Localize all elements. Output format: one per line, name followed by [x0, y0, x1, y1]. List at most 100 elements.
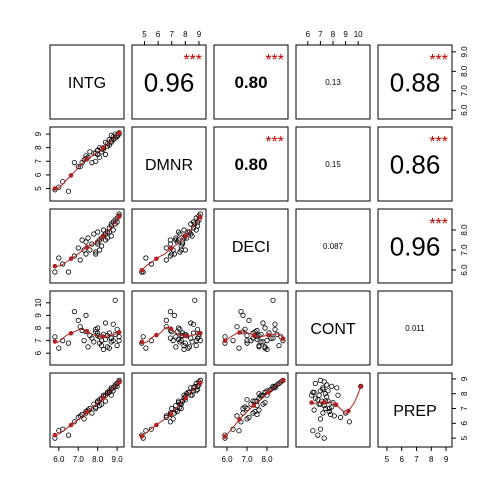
smoother-point — [237, 417, 242, 422]
data-point — [163, 324, 169, 330]
data-point — [315, 432, 321, 438]
panel-deci-prep: 0.96*** — [377, 208, 453, 284]
smoother-point — [168, 246, 174, 251]
y-tick-label: 7.0 — [460, 244, 469, 256]
panel-intg-intg: INTG — [49, 44, 125, 120]
data-point — [175, 336, 182, 342]
data-point — [188, 320, 194, 326]
y-tick-label: 7 — [34, 159, 43, 164]
data-point — [190, 321, 197, 327]
correlation-value: 0.96 — [390, 231, 441, 261]
data-point — [334, 385, 340, 391]
y-tick-label: 6.0 — [460, 264, 469, 276]
panel-deci-dmnr — [131, 208, 207, 284]
variable-label: INTG — [68, 75, 106, 92]
data-point — [256, 332, 262, 339]
data-point — [268, 335, 274, 341]
data-point — [329, 404, 335, 410]
data-point — [112, 297, 118, 303]
data-point — [163, 257, 169, 263]
panel-frame — [377, 44, 453, 120]
smoother-point — [198, 214, 203, 220]
data-point — [188, 221, 194, 227]
correlation-value: 0.011 — [405, 324, 425, 333]
data-point — [77, 164, 83, 170]
x-tick-label: 10 — [354, 30, 363, 39]
data-point — [108, 233, 114, 239]
data-point — [81, 247, 87, 253]
data-point — [75, 245, 81, 251]
data-point — [167, 419, 173, 425]
data-point — [270, 385, 276, 391]
panel-frame — [213, 44, 289, 120]
y-tick-label: 7 — [34, 338, 43, 343]
data-point — [244, 397, 250, 403]
data-point — [310, 428, 316, 434]
data-point — [270, 297, 276, 303]
data-point — [337, 414, 344, 420]
data-point — [95, 229, 101, 235]
data-point — [312, 380, 318, 386]
data-point — [317, 426, 323, 432]
panel-frame — [49, 290, 125, 366]
data-point — [248, 337, 254, 344]
data-point — [177, 249, 183, 255]
data-point — [52, 269, 58, 275]
data-point — [65, 340, 72, 346]
panel-intg-prep: 0.88*** — [377, 44, 453, 120]
data-point — [99, 401, 105, 407]
data-point — [193, 342, 199, 349]
smoother-point — [84, 244, 90, 250]
data-point — [110, 321, 116, 327]
smoother-point — [183, 395, 188, 401]
data-point — [250, 410, 256, 416]
data-point — [260, 320, 266, 326]
significance-stars: *** — [429, 52, 448, 69]
panel-frame — [377, 290, 453, 366]
smoother-point — [116, 130, 122, 136]
x-tick-label: 9 — [197, 30, 202, 39]
data-point — [276, 342, 282, 349]
y-tick-label: 6 — [34, 172, 43, 177]
data-point — [178, 337, 184, 344]
smoother-point — [52, 339, 58, 344]
data-point — [262, 325, 268, 331]
y-tick-label: 9 — [460, 376, 469, 381]
data-point — [182, 247, 188, 253]
panel-dmnr-prep: 0.86*** — [377, 126, 453, 202]
smoother-point — [266, 332, 271, 338]
panel-frame — [49, 44, 125, 120]
x-tick-label: 7 — [318, 30, 323, 39]
panel-dmnr-dmnr: DMNR — [131, 126, 207, 202]
data-point — [311, 389, 317, 395]
data-point — [167, 308, 173, 315]
data-point — [140, 334, 146, 340]
data-point — [143, 345, 149, 351]
data-point — [169, 251, 175, 257]
data-point — [102, 320, 109, 326]
smoother-point — [116, 214, 122, 219]
data-point — [114, 342, 120, 349]
data-point — [320, 385, 326, 391]
data-point — [170, 416, 176, 422]
panel-frame — [213, 290, 289, 366]
data-point — [317, 377, 323, 383]
smoother-point — [251, 403, 257, 408]
panel-frame — [213, 208, 289, 284]
data-point — [311, 407, 317, 413]
smoother-point — [100, 334, 106, 339]
data-point — [71, 160, 78, 166]
y-tick-label: 6 — [34, 350, 43, 355]
panel-prep-prep: PREP — [377, 372, 453, 448]
data-point — [181, 342, 187, 349]
x-tick-label: 8.0 — [92, 455, 104, 464]
panel-frame — [295, 126, 371, 202]
data-point — [236, 345, 242, 351]
data-point — [175, 325, 182, 331]
data-point — [163, 245, 169, 251]
x-tick-label: 7.0 — [73, 455, 85, 464]
x-tick-label: 8 — [183, 30, 188, 39]
panel-layer: INTG 0.96***0.80***0.13 0.88***DMNR 0.80***… — [49, 44, 453, 448]
data-point — [175, 229, 182, 235]
